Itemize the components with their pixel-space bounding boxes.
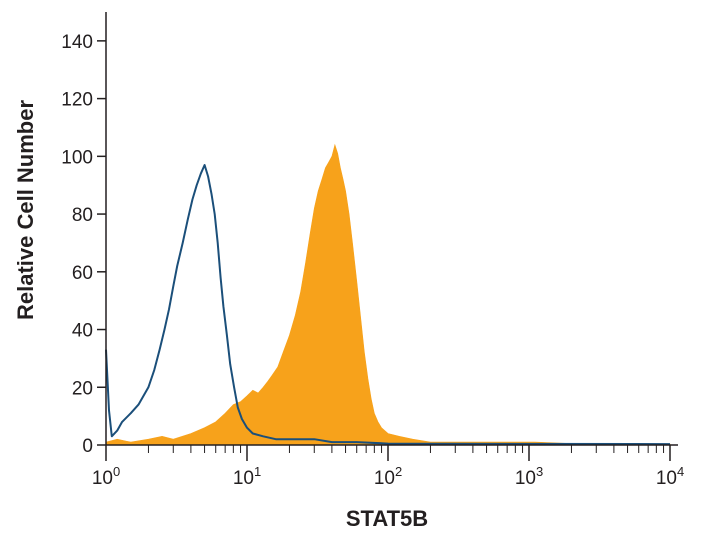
series-outline-histogram: [105, 164, 671, 446]
x-tick-label: 102: [374, 464, 402, 489]
x-tick-label: 100: [92, 464, 120, 489]
series-filled-histogram: [105, 143, 671, 446]
y-tick-label: 120: [61, 90, 93, 111]
series-layer: [105, 143, 671, 446]
axes-layer: [105, 12, 678, 446]
y-tick-label: 40: [72, 321, 93, 342]
y-tick-label: 0: [82, 436, 93, 457]
y-tick-label: 100: [61, 147, 93, 168]
ticks-layer: 0 20 40 60 80 100 120 140 100 101 102 103 104: [61, 32, 684, 489]
x-tick-label: 104: [656, 464, 684, 489]
x-tick-label: 101: [233, 464, 261, 489]
x-tick-label: 103: [515, 464, 543, 489]
y-tick-label: 20: [72, 378, 93, 399]
x-axis-title: STAT5B: [346, 506, 428, 531]
y-axis-title: Relative Cell Number: [13, 100, 38, 321]
y-tick-label: 80: [72, 205, 93, 226]
y-tick-label: 60: [72, 263, 93, 284]
y-tick-label: 140: [61, 32, 93, 53]
